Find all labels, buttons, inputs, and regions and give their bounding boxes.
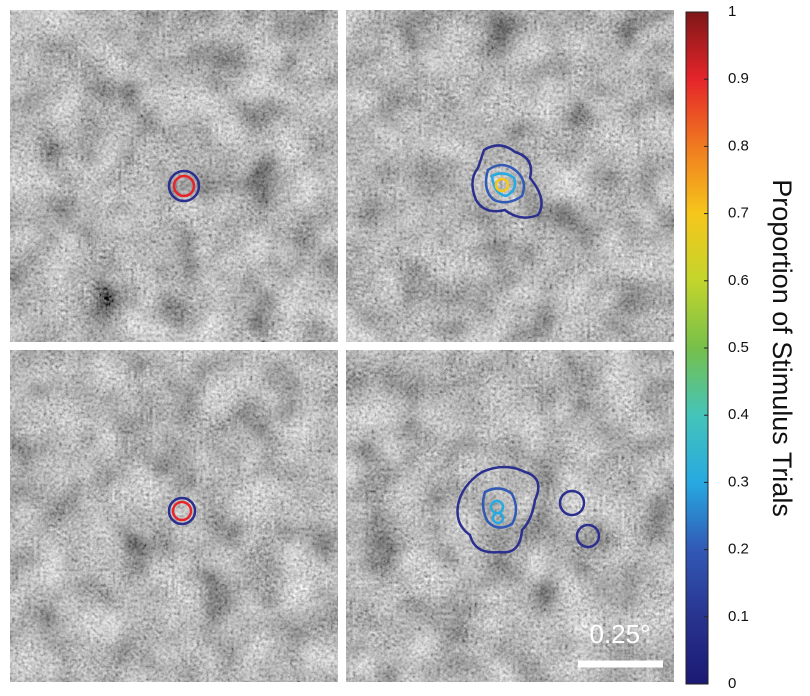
tick-label: 1 bbox=[728, 3, 736, 20]
tick-label: 0.5 bbox=[728, 339, 749, 356]
tick-label: 0.2 bbox=[728, 541, 749, 558]
tick-label: 0.1 bbox=[728, 608, 749, 625]
tick-label: 0.7 bbox=[728, 205, 749, 222]
tick-label: 0.3 bbox=[728, 473, 749, 490]
scale-bar-label: 0.25° bbox=[589, 619, 650, 649]
tick-label: 0.8 bbox=[728, 137, 749, 154]
tick-label: 0.6 bbox=[728, 272, 749, 289]
figure: 0.25° 0 0.1 0.2 0.3 0.4 0.5 0.6 0.7 0.8 0.9 1 Prop… bbox=[0, 0, 810, 696]
tick-label: 0 bbox=[728, 675, 736, 692]
image-panels bbox=[10, 10, 674, 682]
colorbar-label: Proportion of Stimulus Trials bbox=[767, 179, 797, 517]
tick-label: 0.9 bbox=[728, 70, 749, 87]
tick-label: 0.4 bbox=[728, 406, 749, 423]
colorbar-ticks: 0 0.1 0.2 0.3 0.4 0.5 0.6 0.7 0.8 0.9 1 bbox=[704, 3, 749, 692]
